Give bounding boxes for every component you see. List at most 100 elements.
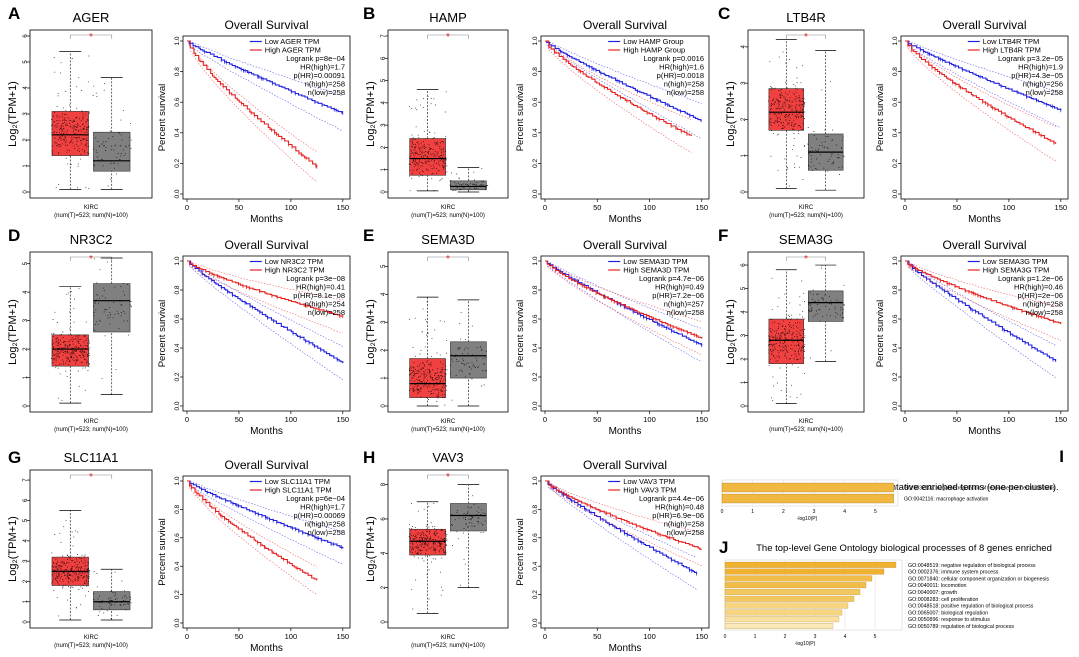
- go-x-tick: 3: [814, 634, 817, 640]
- km-title: Overall Survival: [942, 238, 1026, 252]
- km-x-tick-label: 0: [543, 203, 547, 212]
- jitter-points: [51, 288, 91, 404]
- normal-box: [93, 568, 132, 621]
- km-ci-upper: [547, 260, 702, 329]
- jitter-points: [408, 502, 448, 614]
- km-legend-label: Low SEMA3G TPM: [983, 257, 1048, 266]
- km-title: Overall Survival: [224, 238, 308, 252]
- box-y-tick-label: 5: [381, 78, 387, 82]
- km-legend-label: Low AGER TPM: [265, 37, 319, 46]
- km-y-label: Percent survival: [515, 300, 526, 368]
- km-title: Overall Survival: [224, 458, 308, 472]
- km-x-tick-label: 100: [285, 203, 298, 212]
- normal-box: [449, 167, 489, 193]
- km-series-high: [545, 40, 692, 153]
- box-panel-vav3: H VAV3 0 2 4 6 8 Log₂(TPM+1) KIRC (num(T)=523; nu…: [363, 448, 509, 649]
- km-y-tick-label: 1.0: [174, 256, 181, 265]
- km-y-tick-label: 0.0: [174, 618, 181, 627]
- km-panel-nr3c2: Overall Survival 0 50 100 150 0.0 0.2 0.4 0.6 0.8…: [157, 238, 351, 437]
- km-panel-sema3d: Overall Survival 0 50 100 150 0.0 0.2 0.4 0.6 0.8…: [515, 238, 710, 437]
- box-iqr: [409, 358, 446, 398]
- go-bar: [724, 561, 897, 568]
- km-series-low: [905, 40, 1062, 129]
- tumor-box: [768, 39, 806, 189]
- km-y-tick-label: 0.2: [174, 159, 181, 168]
- panel-letter: I: [1059, 447, 1064, 466]
- enrichment-bar: [721, 493, 894, 504]
- tumor-box: [51, 51, 90, 190]
- km-ci-upper: [190, 45, 317, 152]
- box-y-tick-label: 5: [741, 286, 747, 290]
- box-y-tick-label: 2: [741, 357, 747, 361]
- km-ci-upper: [908, 40, 1061, 93]
- box-y-tick-label: 4: [381, 551, 387, 555]
- km-x-tick-label: 100: [643, 203, 656, 212]
- go-term-label: GO:0008283: cell proliferation: [908, 597, 978, 603]
- box-sample-note: (num(T)=523; num(N)=100): [54, 213, 128, 219]
- km-x-label: Months: [250, 643, 283, 654]
- km-x-tick-label: 150: [1055, 203, 1068, 212]
- box-y-tick-label: 1: [23, 599, 29, 603]
- box-y-tick-label: 2: [23, 579, 29, 583]
- km-ci-lower: [189, 485, 344, 566]
- km-plot-frame: [540, 475, 710, 629]
- km-stat: p(HR)=0.00091: [294, 71, 346, 80]
- box-y-tick-label: 2: [23, 138, 29, 142]
- km-stat: Logrank p=4.4e−06: [639, 494, 704, 503]
- km-y-label: Percent survival: [875, 300, 886, 368]
- km-curve: [905, 40, 1062, 111]
- km-y-tick-label: 0.4: [532, 343, 539, 352]
- km-x-tick-label: 100: [643, 632, 656, 641]
- km-panel-ager: Overall Survival 0 50 100 150 0.0 0.2 0.4 0.6 0.8…: [157, 18, 351, 225]
- enrichment-term-label: GO:0042116: macrophage activation: [904, 497, 989, 503]
- box-y-tick-label: 4: [381, 101, 387, 105]
- km-stat: n(high)=258: [305, 80, 345, 89]
- box-x-label: KIRC: [84, 419, 99, 425]
- tumor-box: [51, 286, 91, 404]
- km-x-tick-label: 0: [903, 415, 907, 424]
- box-y-tick-label: 5: [381, 264, 387, 268]
- km-x-tick-label: 50: [953, 203, 961, 212]
- km-y-tick-label: 1.0: [532, 476, 539, 485]
- box-title: NR3C2: [70, 232, 113, 247]
- km-ci-lower: [547, 486, 697, 590]
- box-y-tick-label: 2: [381, 585, 387, 589]
- tumor-box: [408, 296, 448, 407]
- km-plot-frame: [900, 35, 1069, 200]
- jitter-points: [807, 81, 845, 175]
- enrichment-x-tick: 0: [721, 509, 724, 515]
- km-y-tick-label: 0.2: [174, 372, 181, 381]
- km-y-tick-label: 0.2: [892, 372, 899, 381]
- km-legend-label: Low VAV3 TPM: [623, 477, 675, 486]
- box-y-tick-label: 2: [741, 117, 747, 121]
- km-stat: HR(high)=1.9: [1018, 63, 1063, 72]
- km-legend-label: Low SLC11A1 TPM: [265, 477, 330, 486]
- box-x-label: KIRC: [84, 205, 99, 211]
- km-y-tick-label: 0.0: [532, 618, 539, 627]
- significance-mark: *: [804, 32, 808, 43]
- km-x-tick-label: 100: [285, 632, 298, 641]
- km-series-low: [187, 480, 344, 566]
- km-stat: n(low)=258: [308, 88, 345, 97]
- jitter-points: [92, 83, 132, 187]
- box-y-label: Log₂(TPM+1): [725, 299, 737, 365]
- go-bar: [724, 582, 867, 589]
- box-x-label: KIRC: [441, 205, 456, 211]
- km-ci-lower: [546, 44, 702, 139]
- jitter-points: [51, 55, 90, 189]
- enrichment-x-tick: 1: [751, 509, 754, 515]
- box-panel-sema3d: E SEMA3D 0 1 2 3 4 5 Log₂(TPM+1) KIRC (num(T)=523;…: [363, 226, 509, 433]
- enrichment-x-tick: 3: [813, 509, 816, 515]
- significance-mark: *: [804, 254, 808, 265]
- km-x-tick-label: 100: [1003, 415, 1016, 424]
- go-bar: [724, 609, 843, 616]
- km-ci-lower: [189, 45, 343, 131]
- box-x-label: KIRC: [441, 419, 456, 425]
- box-plot-frame: [29, 251, 153, 413]
- box-y-tick-label: 5: [23, 261, 29, 265]
- km-curve: [905, 260, 1057, 362]
- km-ci-upper: [189, 482, 317, 567]
- km-x-tick-label: 150: [696, 632, 709, 641]
- box-y-tick-label: 3: [741, 333, 747, 337]
